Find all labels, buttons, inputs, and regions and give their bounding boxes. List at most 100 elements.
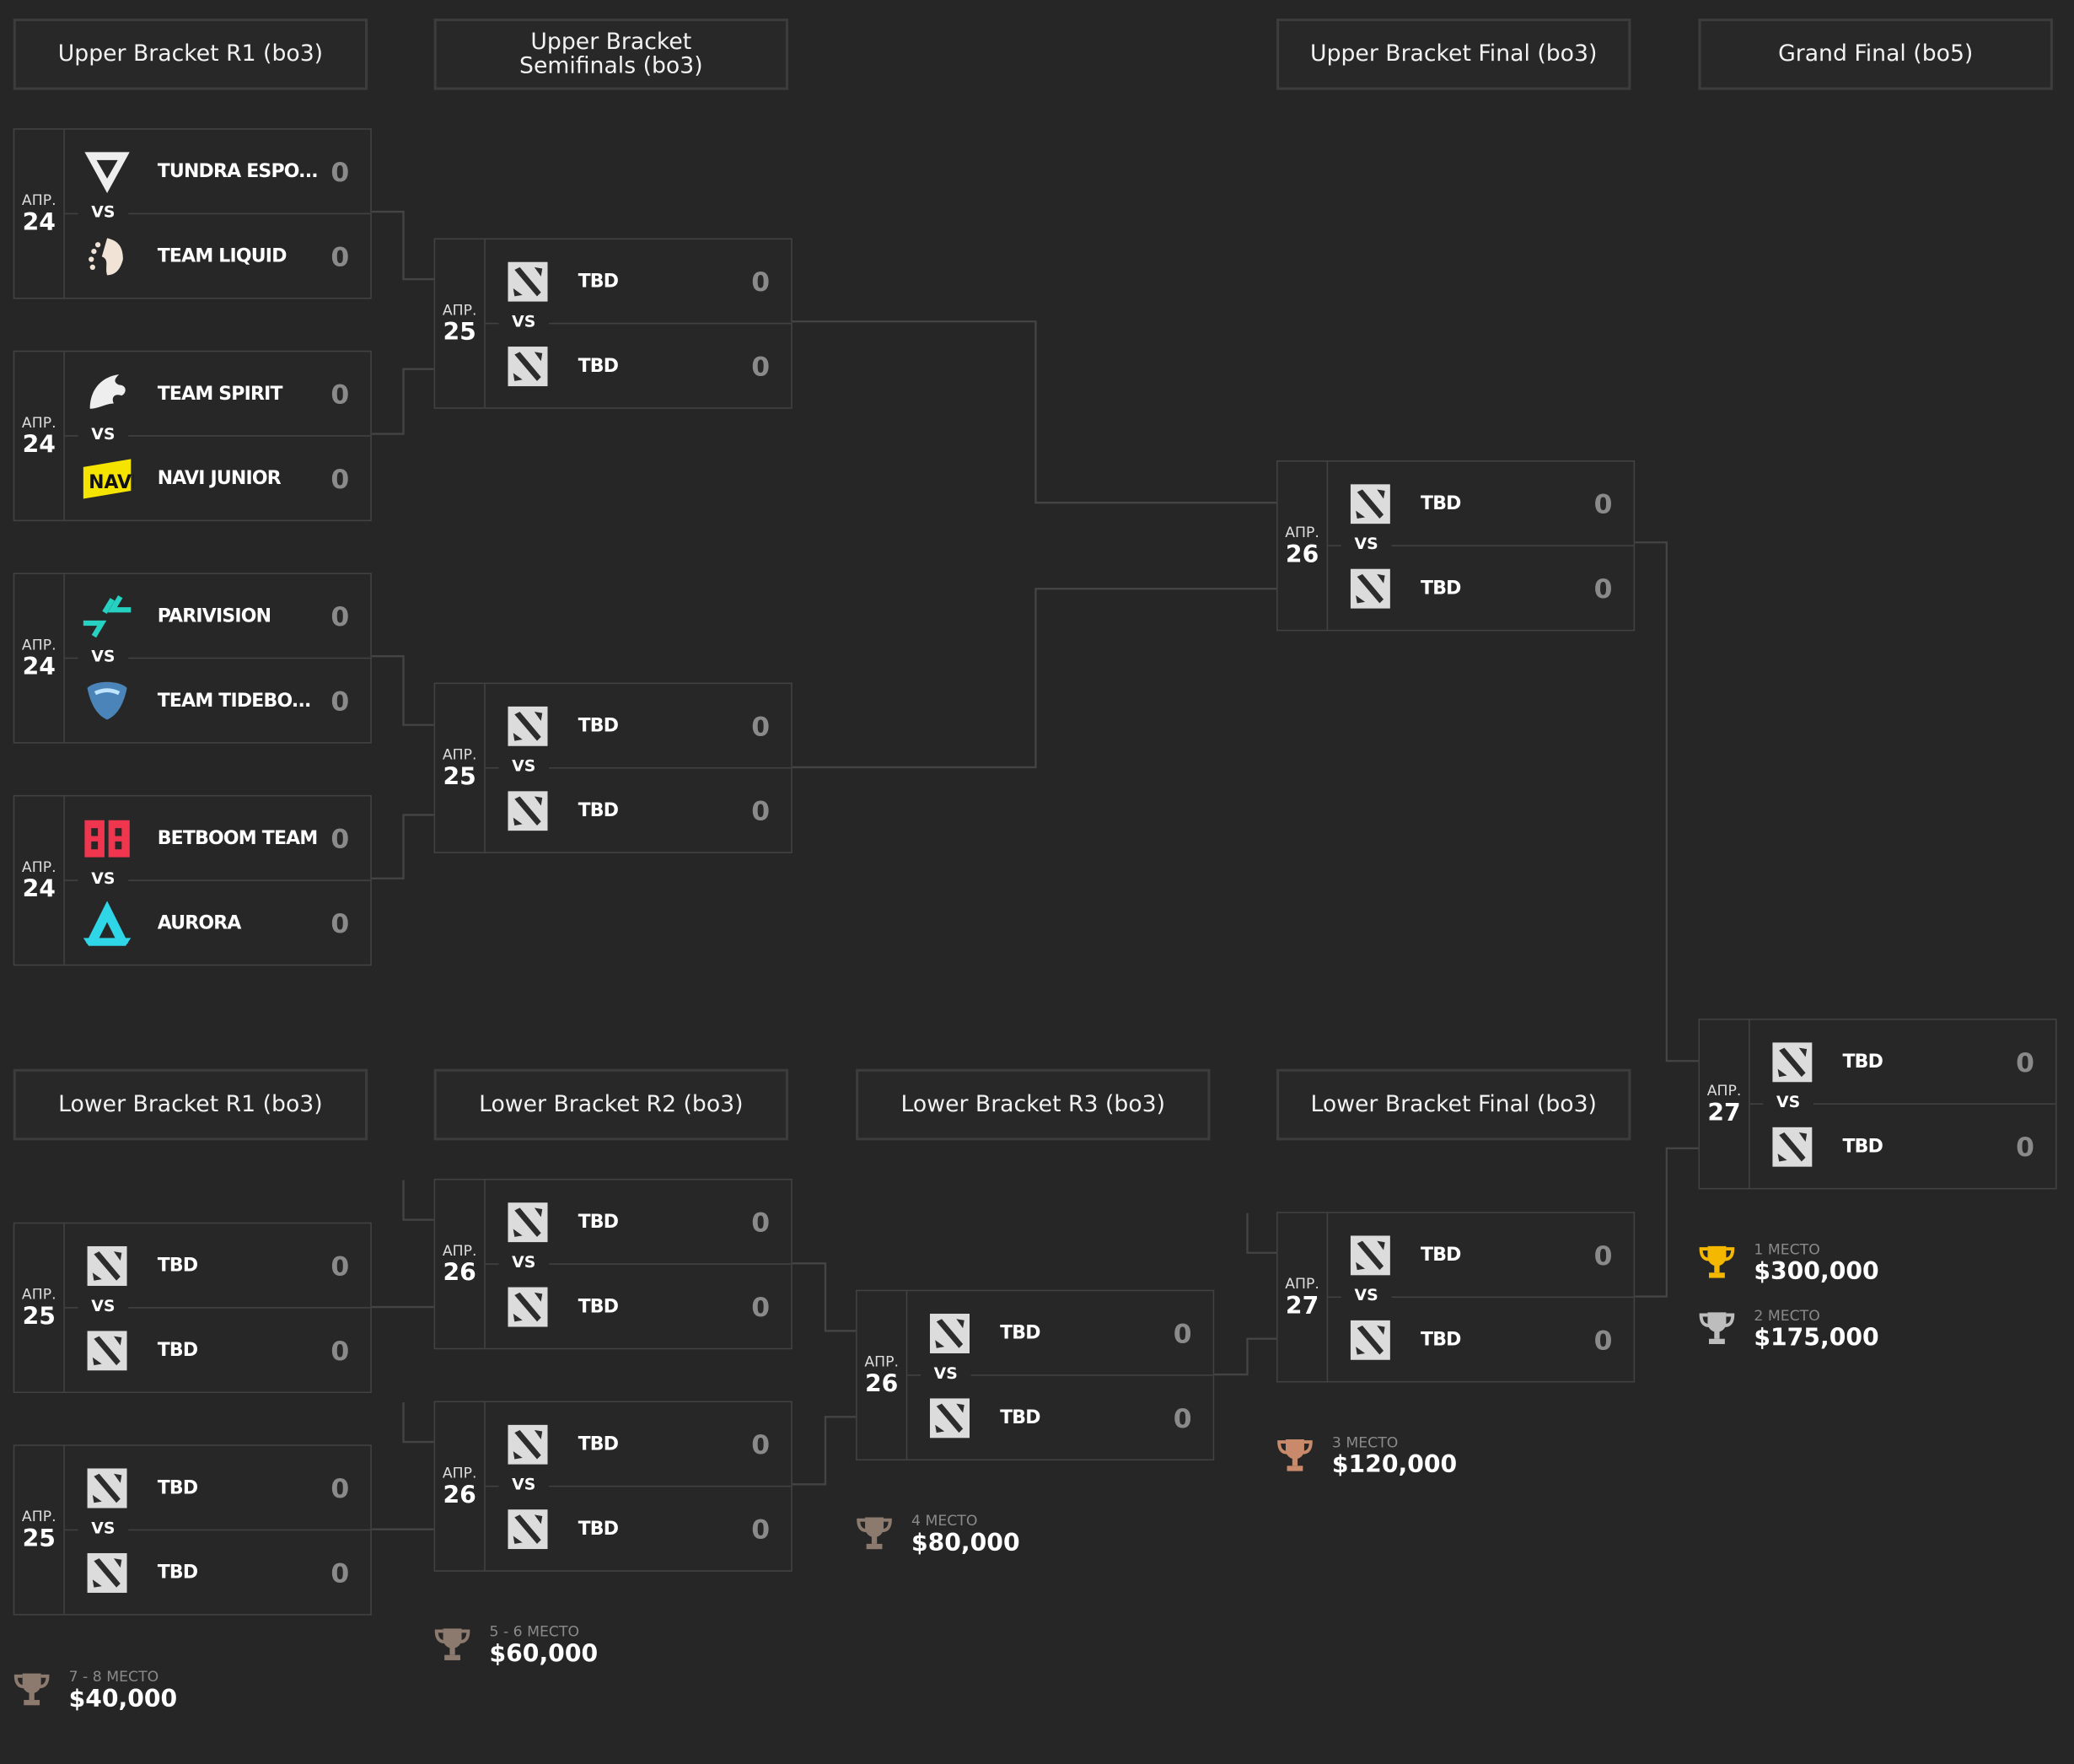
dota-logo-icon <box>1344 1229 1397 1282</box>
team-name[interactable]: BETBOOM TEAM <box>157 827 319 849</box>
match-ub-r1-2[interactable]: АПР. 24 TEAM SPIRIT 0 NAVI NAVI JUNIOR 0 VS <box>13 350 372 522</box>
team-name[interactable]: TBD <box>1842 1135 1883 1158</box>
match-month: АПР. <box>21 413 56 431</box>
match-ub-sf-1[interactable]: АПР. 25 TBD 0 TBD 0 VS <box>433 238 793 409</box>
round-header: Upper Bracket Semifinals (bo3) <box>433 18 789 90</box>
team-row[interactable]: TBD 0 <box>1328 546 1633 630</box>
match-date: АПР. 25 <box>14 1445 65 1615</box>
team-row[interactable]: TEAM SPIRIT 0 <box>64 352 371 437</box>
dota-logo-icon <box>81 1324 134 1377</box>
match-lb-r3[interactable]: АПР. 26 TBD 0 TBD 0 VS <box>856 1289 1215 1461</box>
team-name[interactable]: TEAM TIDEBO... <box>157 690 312 712</box>
team-row[interactable]: TBD 0 <box>1749 1020 2056 1105</box>
team-row[interactable]: TBD 0 <box>485 1402 792 1487</box>
match-lb-r1-1[interactable]: АПР. 25 TBD 0 TBD 0 VS <box>13 1222 372 1394</box>
team-row[interactable]: TEAM LIQUID 0 <box>65 214 370 298</box>
team-score: 0 <box>1173 1316 1192 1349</box>
dota-logo-icon <box>923 1391 976 1444</box>
match-ub-final[interactable]: АПР. 26 TBD 0 TBD 0 VS <box>1276 460 1636 632</box>
team-row[interactable]: TBD 0 <box>907 1291 1213 1376</box>
team-name[interactable]: AURORA <box>157 912 242 933</box>
team-name[interactable]: TBD <box>1000 1322 1040 1344</box>
vs-label: VS <box>1763 1092 1813 1111</box>
team-name[interactable]: TBD <box>578 1433 619 1455</box>
team-score: 0 <box>330 1471 350 1504</box>
match-ub-r1-4[interactable]: АПР. 24 BETBOOM TEAM 0 AURORA 0 VS <box>13 794 372 966</box>
team-name[interactable]: TBD <box>578 1295 619 1317</box>
match-ub-sf-2[interactable]: АПР. 25 TBD 0 TBD 0 VS <box>433 682 793 853</box>
match-month: АПР. <box>21 1507 56 1525</box>
team-row[interactable]: TBD 0 <box>486 324 791 407</box>
team-row[interactable]: NAVI NAVI JUNIOR 0 <box>65 437 370 520</box>
match-day: 24 <box>22 874 56 903</box>
team-row[interactable]: TBD 0 <box>486 1265 791 1348</box>
team-name[interactable]: TBD <box>1000 1406 1040 1428</box>
prize-2: 2 МЕСТО $175,000 <box>1698 1307 1879 1352</box>
team-row[interactable]: TBD 0 <box>1328 462 1634 546</box>
team-score: 0 <box>330 684 350 717</box>
match-date: АПР. 25 <box>435 684 486 852</box>
team-row[interactable]: AURORA 0 <box>65 881 370 965</box>
team-row[interactable]: TBD 0 <box>64 1446 371 1531</box>
team-score: 0 <box>751 1513 771 1545</box>
team-row[interactable]: TBD 0 <box>1328 1213 1634 1299</box>
match-ub-r1-1[interactable]: АПР. 24 TUNDRA ESPO... 0 TEAM LIQUID 0 VS <box>13 128 372 299</box>
match-grand-final[interactable]: АПР. 27 TBD 0 TBD 0 VS <box>1698 1019 2057 1190</box>
parivision-logo-icon <box>81 589 134 643</box>
team-row[interactable]: TBD 0 <box>485 239 792 325</box>
team-row[interactable]: PARIVISION 0 <box>64 574 371 659</box>
match-lb-r1-2[interactable]: АПР. 25 TBD 0 TBD 0 VS <box>13 1444 372 1616</box>
team-name[interactable]: NAVI JUNIOR <box>157 467 282 489</box>
team-name[interactable]: TUNDRA ESPO... <box>157 160 319 182</box>
match-month: АПР. <box>21 191 56 209</box>
team-name[interactable]: TBD <box>578 714 619 737</box>
team-row[interactable]: TBD 0 <box>1328 1298 1633 1381</box>
team-name[interactable]: TBD <box>578 355 619 377</box>
team-row[interactable]: TEAM TIDEBO... 0 <box>65 659 370 742</box>
team-name[interactable]: TBD <box>578 1518 619 1540</box>
team-row[interactable]: TBD 0 <box>65 1530 370 1614</box>
team-row[interactable]: TBD 0 <box>485 684 792 769</box>
match-day: 26 <box>1285 540 1319 568</box>
match-lb-final[interactable]: АПР. 27 TBD 0 TBD 0 VS <box>1276 1212 1636 1383</box>
vs-label: VS <box>78 1296 129 1315</box>
team-name[interactable]: TBD <box>578 799 619 821</box>
team-name[interactable]: PARIVISION <box>157 605 271 627</box>
team-row[interactable]: BETBOOM TEAM 0 <box>64 796 371 881</box>
team-name[interactable]: TBD <box>157 1255 198 1277</box>
team-row[interactable]: TBD 0 <box>64 1224 371 1309</box>
team-name[interactable]: TEAM SPIRIT <box>157 383 283 405</box>
team-row[interactable]: TBD 0 <box>486 769 791 852</box>
team-name[interactable]: TBD <box>157 1339 198 1361</box>
prize-3: 3 МЕСТО $120,000 <box>1276 1434 1457 1479</box>
team-name[interactable]: TBD <box>1420 492 1461 514</box>
team-row[interactable]: TBD 0 <box>485 1180 792 1265</box>
dota-logo-icon <box>502 1502 555 1555</box>
team-name[interactable]: TBD <box>578 270 619 292</box>
team-name[interactable]: TBD <box>1420 1244 1461 1266</box>
match-day: 25 <box>22 1525 56 1553</box>
team-row[interactable]: TBD 0 <box>486 1487 791 1570</box>
match-day: 25 <box>22 1302 56 1331</box>
trophy-icon <box>856 1514 895 1554</box>
team-name[interactable]: TBD <box>1420 577 1461 599</box>
match-lb-r2-1[interactable]: АПР. 26 TBD 0 TBD 0 VS <box>433 1178 793 1350</box>
match-ub-r1-3[interactable]: АПР. 24 PARIVISION 0 TEAM TIDEBO... 0 VS <box>13 573 372 744</box>
prize-place: 7 - 8 МЕСТО <box>68 1668 159 1686</box>
team-row[interactable]: TBD 0 <box>907 1376 1212 1460</box>
team-row[interactable]: TUNDRA ESPO... 0 <box>64 130 371 215</box>
team-row[interactable]: TBD 0 <box>65 1309 370 1392</box>
team-name[interactable]: TBD <box>157 1562 198 1584</box>
prize-6: 7 - 8 МЕСТО $40,000 <box>13 1668 178 1713</box>
match-day: 27 <box>1707 1098 1741 1127</box>
team-name[interactable]: TBD <box>157 1476 198 1498</box>
team-score: 0 <box>1593 1323 1613 1356</box>
team-name[interactable]: TBD <box>1420 1328 1461 1351</box>
match-day: 27 <box>1285 1292 1319 1320</box>
team-row[interactable]: TBD 0 <box>1750 1105 2055 1188</box>
match-lb-r2-2[interactable]: АПР. 26 TBD 0 TBD 0 VS <box>433 1401 793 1572</box>
team-name[interactable]: TBD <box>1842 1051 1883 1073</box>
team-name[interactable]: TEAM LIQUID <box>157 245 287 267</box>
team-name[interactable]: TBD <box>578 1211 619 1233</box>
